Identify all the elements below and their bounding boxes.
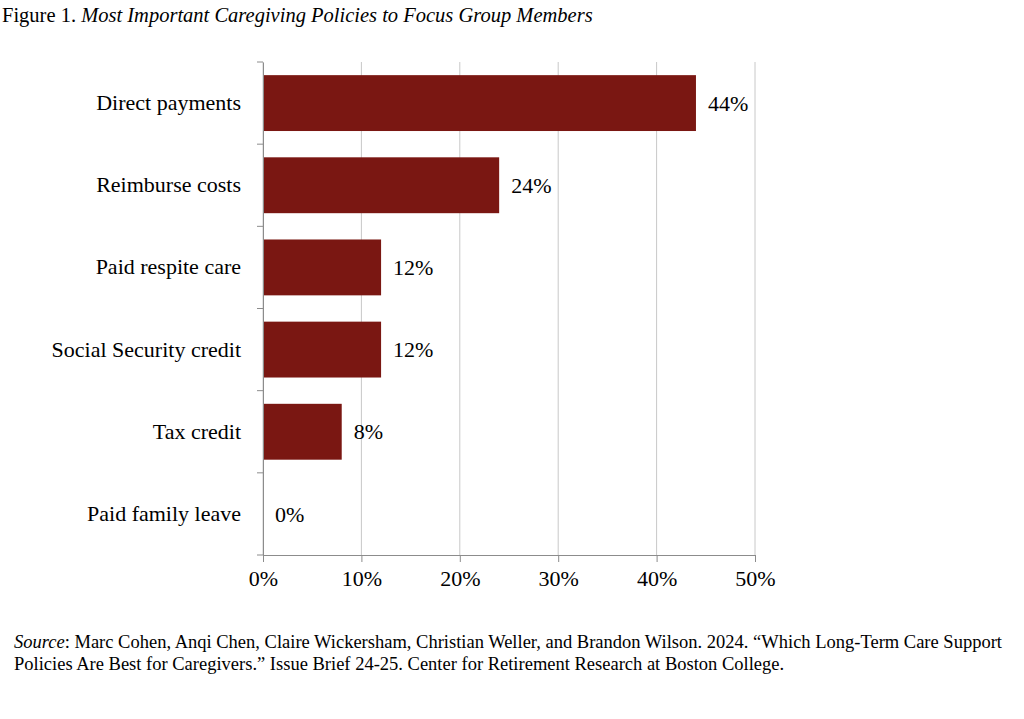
y-axis-line xyxy=(263,63,264,556)
grid-line xyxy=(361,62,362,555)
y-tick: Reimburse costs xyxy=(96,172,263,197)
x-tick-mark xyxy=(755,555,756,562)
bar xyxy=(263,404,342,460)
x-tick-label: 10% xyxy=(342,566,382,591)
y-tick: Social Security credit xyxy=(52,337,263,362)
x-tick-label: 50% xyxy=(735,566,775,591)
y-tick-label: Paid family leave xyxy=(87,501,241,526)
data-labels: 44% 24% 12% 12% 8% 0% xyxy=(275,91,748,527)
x-tick-mark xyxy=(361,555,362,562)
y-tick-label: Tax credit xyxy=(153,419,241,444)
x-tick-mark xyxy=(263,555,264,562)
y-separator xyxy=(257,144,263,145)
x-axis: 0% 10% 20% 30% 40% 50% xyxy=(249,555,776,591)
x-tick: 50% xyxy=(735,555,775,591)
chart: Figure 1. Most Important Caregiving Poli… xyxy=(0,0,1024,719)
data-label: 12% xyxy=(393,255,433,280)
x-tick: 20% xyxy=(440,555,480,591)
grid-line xyxy=(459,62,460,555)
y-separator xyxy=(257,62,263,63)
y-tick-label: Social Security credit xyxy=(52,337,241,362)
y-tick: Tax credit xyxy=(153,419,263,444)
x-tick: 0% xyxy=(249,555,278,591)
x-tick-label: 0% xyxy=(249,566,278,591)
grid-line xyxy=(755,62,756,555)
x-tick: 10% xyxy=(342,555,382,591)
x-axis-line xyxy=(264,555,756,556)
y-separator xyxy=(257,472,263,473)
grid-line xyxy=(656,62,657,555)
data-label: 12% xyxy=(393,337,433,362)
y-tick-label: Paid respite care xyxy=(96,254,241,279)
y-separators xyxy=(257,62,263,555)
data-label: 0% xyxy=(275,502,304,527)
x-tick-label: 30% xyxy=(539,566,579,591)
bar xyxy=(263,239,381,295)
chart-title: Figure 1. Most Important Caregiving Poli… xyxy=(2,4,593,27)
y-separator xyxy=(257,390,263,391)
y-tick-label: Direct payments xyxy=(96,90,241,115)
y-tick-label: Reimburse costs xyxy=(96,172,241,197)
grid xyxy=(263,62,755,555)
x-tick-label: 20% xyxy=(440,566,480,591)
data-label: 8% xyxy=(354,419,383,444)
data-label: 24% xyxy=(511,173,551,198)
y-tick: Paid family leave xyxy=(87,501,263,526)
y-axis: Direct payments Reimburse costs Paid respi… xyxy=(52,63,264,556)
x-tick-mark xyxy=(657,555,658,562)
data-label: 44% xyxy=(708,91,748,116)
x-tick: 30% xyxy=(539,555,579,591)
bar xyxy=(263,157,499,213)
y-tick: Direct payments xyxy=(96,90,263,115)
y-separator xyxy=(257,226,263,227)
y-separator xyxy=(257,555,263,556)
bar xyxy=(263,75,696,131)
bars xyxy=(263,75,696,460)
x-tick: 40% xyxy=(637,555,677,591)
x-tick-mark xyxy=(460,555,461,562)
bar xyxy=(263,322,381,378)
x-tick-mark xyxy=(558,555,559,562)
grid-line xyxy=(558,62,559,555)
y-separator xyxy=(257,308,263,309)
x-tick-label: 40% xyxy=(637,566,677,591)
source-note: Source: Marc Cohen, Anqi Chen, Claire Wi… xyxy=(14,631,1014,675)
y-tick: Paid respite care xyxy=(96,254,263,279)
